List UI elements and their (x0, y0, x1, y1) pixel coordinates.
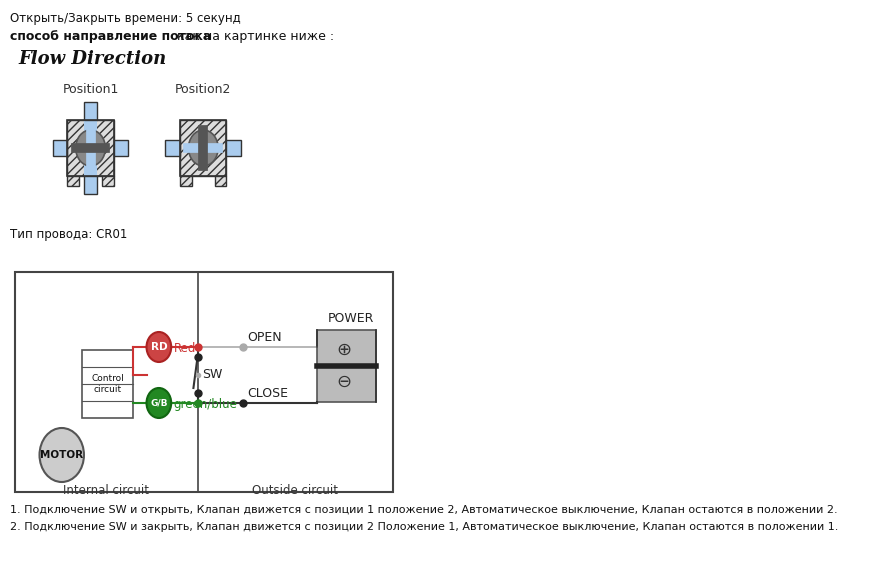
Text: Control
circuit: Control circuit (92, 374, 124, 394)
Text: Position1: Position1 (62, 83, 119, 96)
Text: G/B: G/B (150, 398, 167, 407)
Bar (83, 350, 134, 418)
Circle shape (146, 388, 172, 418)
Bar (114, 140, 128, 156)
Text: Outside circuit: Outside circuit (253, 484, 339, 497)
Text: способ направление потока: способ направление потока (10, 30, 211, 43)
Circle shape (146, 332, 172, 362)
Text: 2. Подключение SW и закрыть, Клапан движется с позиции 2 Положение 1, Автоматиче: 2. Подключение SW и закрыть, Клапан движ… (10, 522, 839, 532)
Bar (165, 140, 180, 156)
Bar (84, 102, 97, 120)
Bar (226, 140, 241, 156)
Text: green/blue: green/blue (173, 398, 238, 411)
Text: POWER: POWER (327, 312, 374, 325)
Text: RD: RD (150, 342, 167, 352)
Bar (215, 176, 226, 186)
Text: Открыть/Закрыть времени: 5 секунд: Открыть/Закрыть времени: 5 секунд (10, 12, 240, 25)
Bar (180, 120, 226, 176)
Text: ⊕: ⊕ (336, 341, 351, 359)
Bar (180, 120, 226, 176)
Bar (68, 120, 114, 176)
Bar (317, 330, 376, 402)
Text: CLOSE: CLOSE (247, 387, 288, 400)
Bar (53, 140, 68, 156)
Text: как на картинке ниже :: как на картинке ниже : (172, 30, 334, 43)
Text: Position2: Position2 (175, 83, 231, 96)
Bar (102, 176, 114, 186)
Text: 1. Подключение SW и открыть, Клапан движется с позиции 1 положение 2, Автоматиче: 1. Подключение SW и открыть, Клапан движ… (10, 505, 838, 515)
Text: Flow Direction: Flow Direction (18, 50, 166, 68)
Text: ⊖: ⊖ (336, 373, 351, 391)
Bar (68, 120, 114, 176)
Bar (180, 176, 192, 186)
Text: SW: SW (202, 369, 223, 382)
Bar (15, 272, 393, 492)
Circle shape (76, 130, 106, 166)
Text: MOTOR: MOTOR (40, 450, 84, 460)
Text: Internal circuit: Internal circuit (63, 484, 150, 497)
Bar (68, 176, 79, 186)
Bar (84, 176, 97, 194)
Circle shape (40, 428, 84, 482)
Circle shape (188, 130, 218, 166)
Text: Тип провода: CR01: Тип провода: CR01 (10, 228, 128, 241)
Bar (84, 120, 97, 176)
Text: Red: Red (173, 342, 196, 355)
Text: OPEN: OPEN (247, 331, 282, 344)
